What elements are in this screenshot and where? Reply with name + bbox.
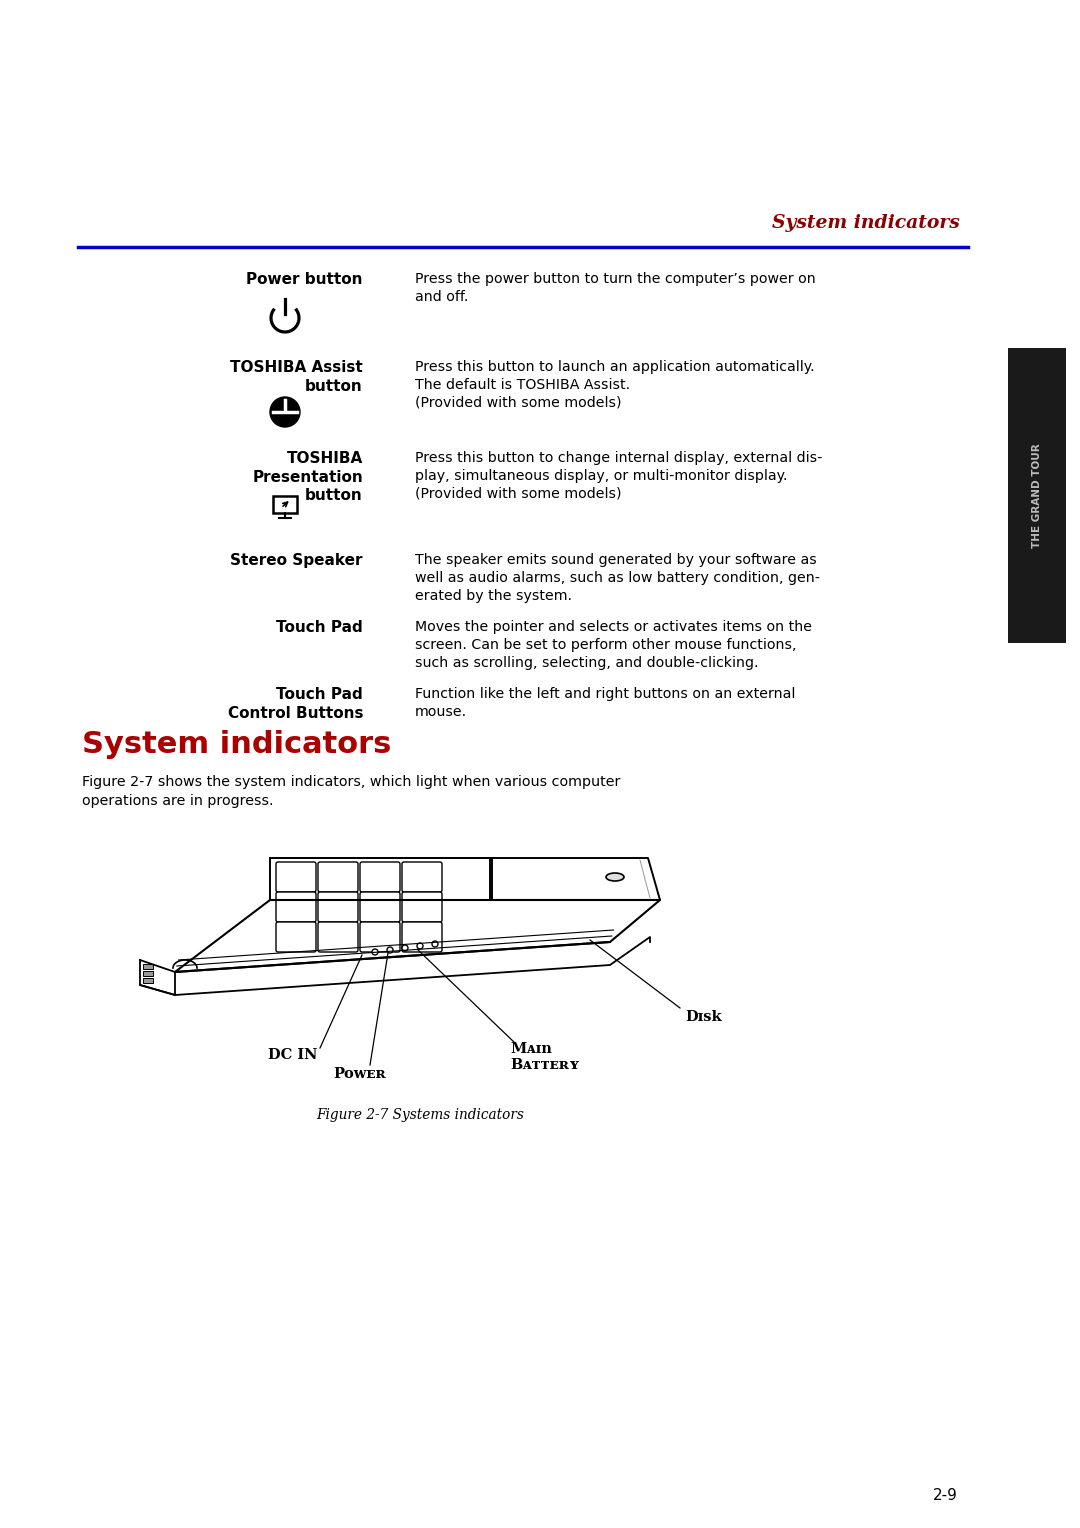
Text: Figure 2-7 shows the system indicators, which light when various computer
operat: Figure 2-7 shows the system indicators, …: [82, 775, 620, 808]
FancyBboxPatch shape: [360, 862, 400, 892]
FancyBboxPatch shape: [360, 921, 400, 952]
FancyBboxPatch shape: [318, 892, 357, 921]
Ellipse shape: [606, 872, 624, 882]
Text: Dɪsk: Dɪsk: [685, 1010, 721, 1024]
Text: Power button: Power button: [246, 272, 363, 287]
FancyBboxPatch shape: [402, 921, 442, 952]
FancyBboxPatch shape: [318, 862, 357, 892]
Text: Function like the left and right buttons on an external
mouse.: Function like the left and right buttons…: [415, 688, 795, 718]
Text: TOSHIBA Assist
button: TOSHIBA Assist button: [230, 361, 363, 394]
Circle shape: [417, 943, 423, 949]
Bar: [143, 970, 153, 976]
Bar: [143, 964, 153, 969]
Bar: [273, 495, 297, 512]
Text: Pᴏᴡᴇʀ: Pᴏᴡᴇʀ: [333, 1067, 386, 1080]
Text: Press this button to launch an application automatically.
The default is TOSHIBA: Press this button to launch an applicati…: [415, 361, 814, 410]
FancyBboxPatch shape: [402, 862, 442, 892]
FancyBboxPatch shape: [276, 921, 316, 952]
Circle shape: [387, 947, 393, 953]
Text: Touch Pad
Control Buttons: Touch Pad Control Buttons: [228, 688, 363, 721]
Text: THE GRAND TOUR: THE GRAND TOUR: [1032, 443, 1042, 549]
Text: Figure 2-7 Systems indicators: Figure 2-7 Systems indicators: [316, 1108, 524, 1122]
Text: Stereo Speaker: Stereo Speaker: [230, 553, 363, 568]
Text: Moves the pointer and selects or activates items on the
screen. Can be set to pe: Moves the pointer and selects or activat…: [415, 620, 812, 669]
Circle shape: [402, 944, 408, 950]
Text: Touch Pad: Touch Pad: [276, 620, 363, 636]
Text: The speaker emits sound generated by your software as
well as audio alarms, such: The speaker emits sound generated by you…: [415, 553, 820, 602]
FancyBboxPatch shape: [276, 892, 316, 921]
Circle shape: [270, 397, 300, 426]
Text: Press this button to change internal display, external dis-
play, simultaneous d: Press this button to change internal dis…: [415, 451, 822, 501]
Text: Mᴀɪn
Bᴀᴛᴛᴇʀʏ: Mᴀɪn Bᴀᴛᴛᴇʀʏ: [510, 1042, 580, 1073]
Bar: [1008, 348, 1066, 643]
FancyBboxPatch shape: [276, 862, 316, 892]
Circle shape: [432, 941, 438, 947]
Text: 2-9: 2-9: [933, 1488, 958, 1504]
Text: System indicators: System indicators: [82, 730, 391, 759]
Circle shape: [372, 949, 378, 955]
Text: Press the power button to turn the computer’s power on
and off.: Press the power button to turn the compu…: [415, 272, 815, 304]
Text: System indicators: System indicators: [772, 214, 960, 232]
FancyBboxPatch shape: [360, 892, 400, 921]
Text: DC IN: DC IN: [268, 1048, 318, 1062]
FancyBboxPatch shape: [318, 921, 357, 952]
FancyBboxPatch shape: [402, 892, 442, 921]
Text: TOSHIBA
Presentation
button: TOSHIBA Presentation button: [253, 451, 363, 503]
Bar: [143, 978, 153, 983]
